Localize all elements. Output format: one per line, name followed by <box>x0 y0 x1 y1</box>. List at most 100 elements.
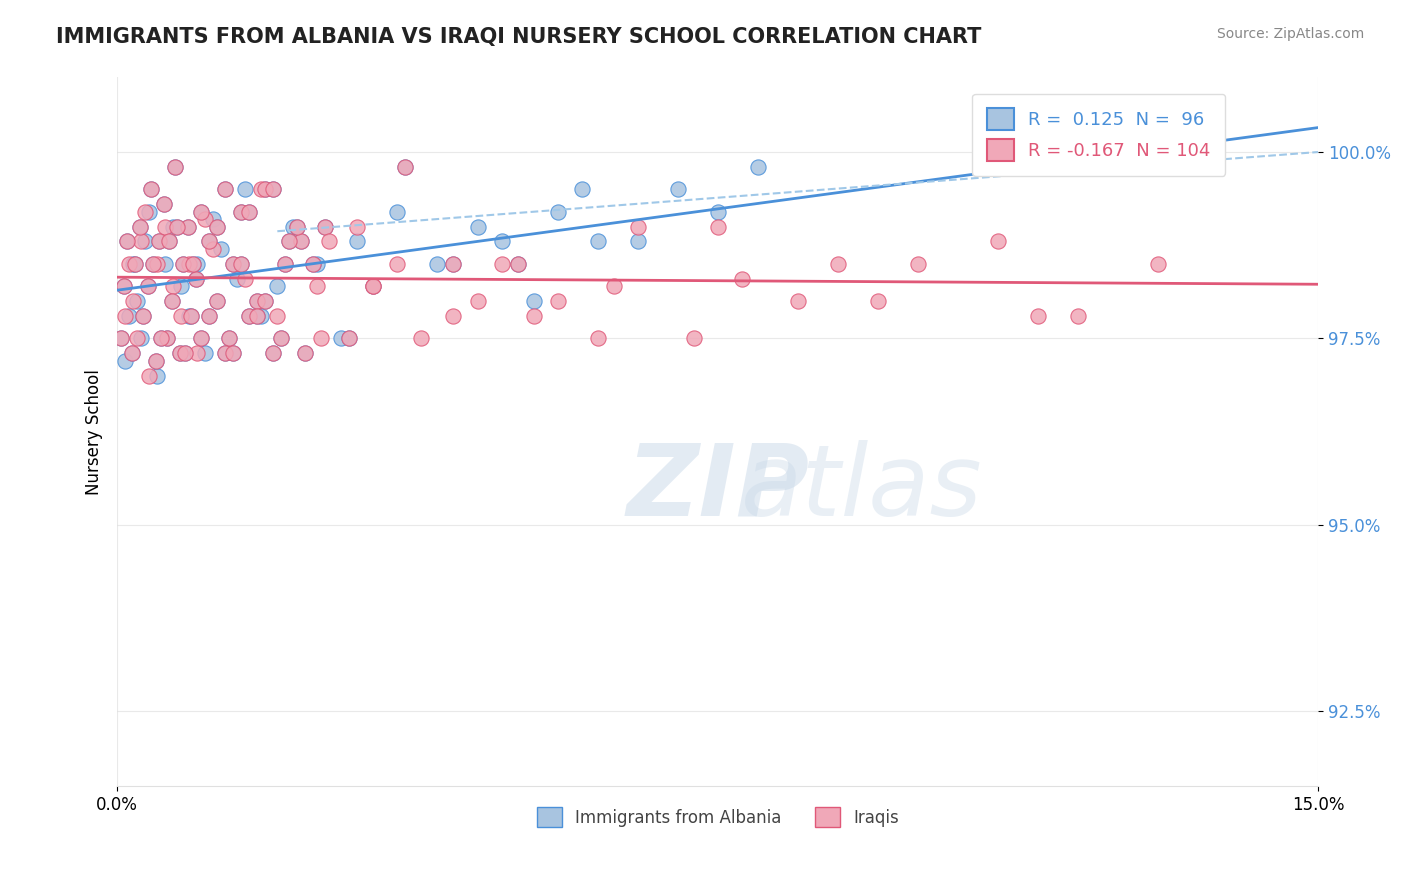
Point <box>522 294 544 309</box>
Point <box>311 331 333 345</box>
Point <box>314 219 336 234</box>
Point <box>586 331 609 345</box>
Point <box>152 197 174 211</box>
Point <box>184 272 207 286</box>
Point <box>318 235 340 249</box>
Point <box>194 346 217 360</box>
Point <box>186 346 208 360</box>
Point <box>307 279 329 293</box>
Point <box>330 331 353 345</box>
Point <box>152 197 174 211</box>
Point <box>987 235 1010 249</box>
Point <box>586 235 609 249</box>
Point <box>307 257 329 271</box>
Point <box>174 346 197 360</box>
Point <box>138 204 160 219</box>
Point <box>169 346 191 360</box>
Point <box>207 219 229 234</box>
Point <box>666 182 689 196</box>
Point <box>110 331 132 345</box>
Point <box>222 346 245 360</box>
Point <box>339 331 361 345</box>
Point <box>246 309 269 323</box>
Point <box>827 257 849 271</box>
Point <box>233 272 256 286</box>
Point <box>160 294 183 309</box>
Point <box>198 309 221 323</box>
Point <box>198 235 221 249</box>
Point <box>346 235 368 249</box>
Point <box>176 219 198 234</box>
Point <box>254 294 277 309</box>
Point <box>202 242 225 256</box>
Point <box>172 257 194 271</box>
Point <box>314 219 336 234</box>
Point <box>176 219 198 234</box>
Point <box>238 204 260 219</box>
Point <box>682 331 704 345</box>
Point <box>170 279 193 293</box>
Point <box>112 279 135 293</box>
Point <box>627 219 650 234</box>
Point <box>163 160 186 174</box>
Point <box>180 309 202 323</box>
Point <box>467 294 489 309</box>
Point <box>278 235 301 249</box>
Point <box>207 294 229 309</box>
Point <box>339 331 361 345</box>
Point <box>231 204 253 219</box>
Point <box>290 235 312 249</box>
Point <box>246 294 269 309</box>
Point <box>190 331 212 345</box>
Point <box>162 219 184 234</box>
Point <box>602 279 624 293</box>
Point <box>246 294 269 309</box>
Y-axis label: Nursery School: Nursery School <box>86 368 103 494</box>
Point <box>146 368 169 383</box>
Point <box>226 272 249 286</box>
Point <box>160 294 183 309</box>
Point <box>132 309 155 323</box>
Point <box>363 279 385 293</box>
Point <box>145 353 167 368</box>
Point <box>443 309 465 323</box>
Point <box>157 235 180 249</box>
Point <box>1026 309 1049 323</box>
Point <box>163 160 186 174</box>
Point <box>238 204 260 219</box>
Point <box>274 257 297 271</box>
Point <box>547 204 569 219</box>
Point <box>506 257 529 271</box>
Point <box>290 235 312 249</box>
Point <box>270 331 292 345</box>
Point <box>363 279 385 293</box>
Point <box>1147 257 1170 271</box>
Point <box>706 204 728 219</box>
Point <box>907 257 929 271</box>
Point <box>121 346 143 360</box>
Point <box>142 257 165 271</box>
Point <box>262 346 284 360</box>
Point <box>426 257 449 271</box>
Point <box>467 219 489 234</box>
Point <box>145 353 167 368</box>
Point <box>285 219 308 234</box>
Point <box>246 309 269 323</box>
Point <box>112 279 135 293</box>
Point <box>254 182 277 196</box>
Point <box>202 212 225 227</box>
Point <box>138 368 160 383</box>
Point <box>387 257 409 271</box>
Point <box>627 235 650 249</box>
Point <box>198 235 221 249</box>
Point <box>184 272 207 286</box>
Point <box>129 331 152 345</box>
Point <box>786 294 808 309</box>
Point <box>231 204 253 219</box>
Point <box>302 257 325 271</box>
Point <box>142 257 165 271</box>
Point <box>443 257 465 271</box>
Point <box>157 235 180 249</box>
Point <box>274 257 297 271</box>
Point <box>150 331 173 345</box>
